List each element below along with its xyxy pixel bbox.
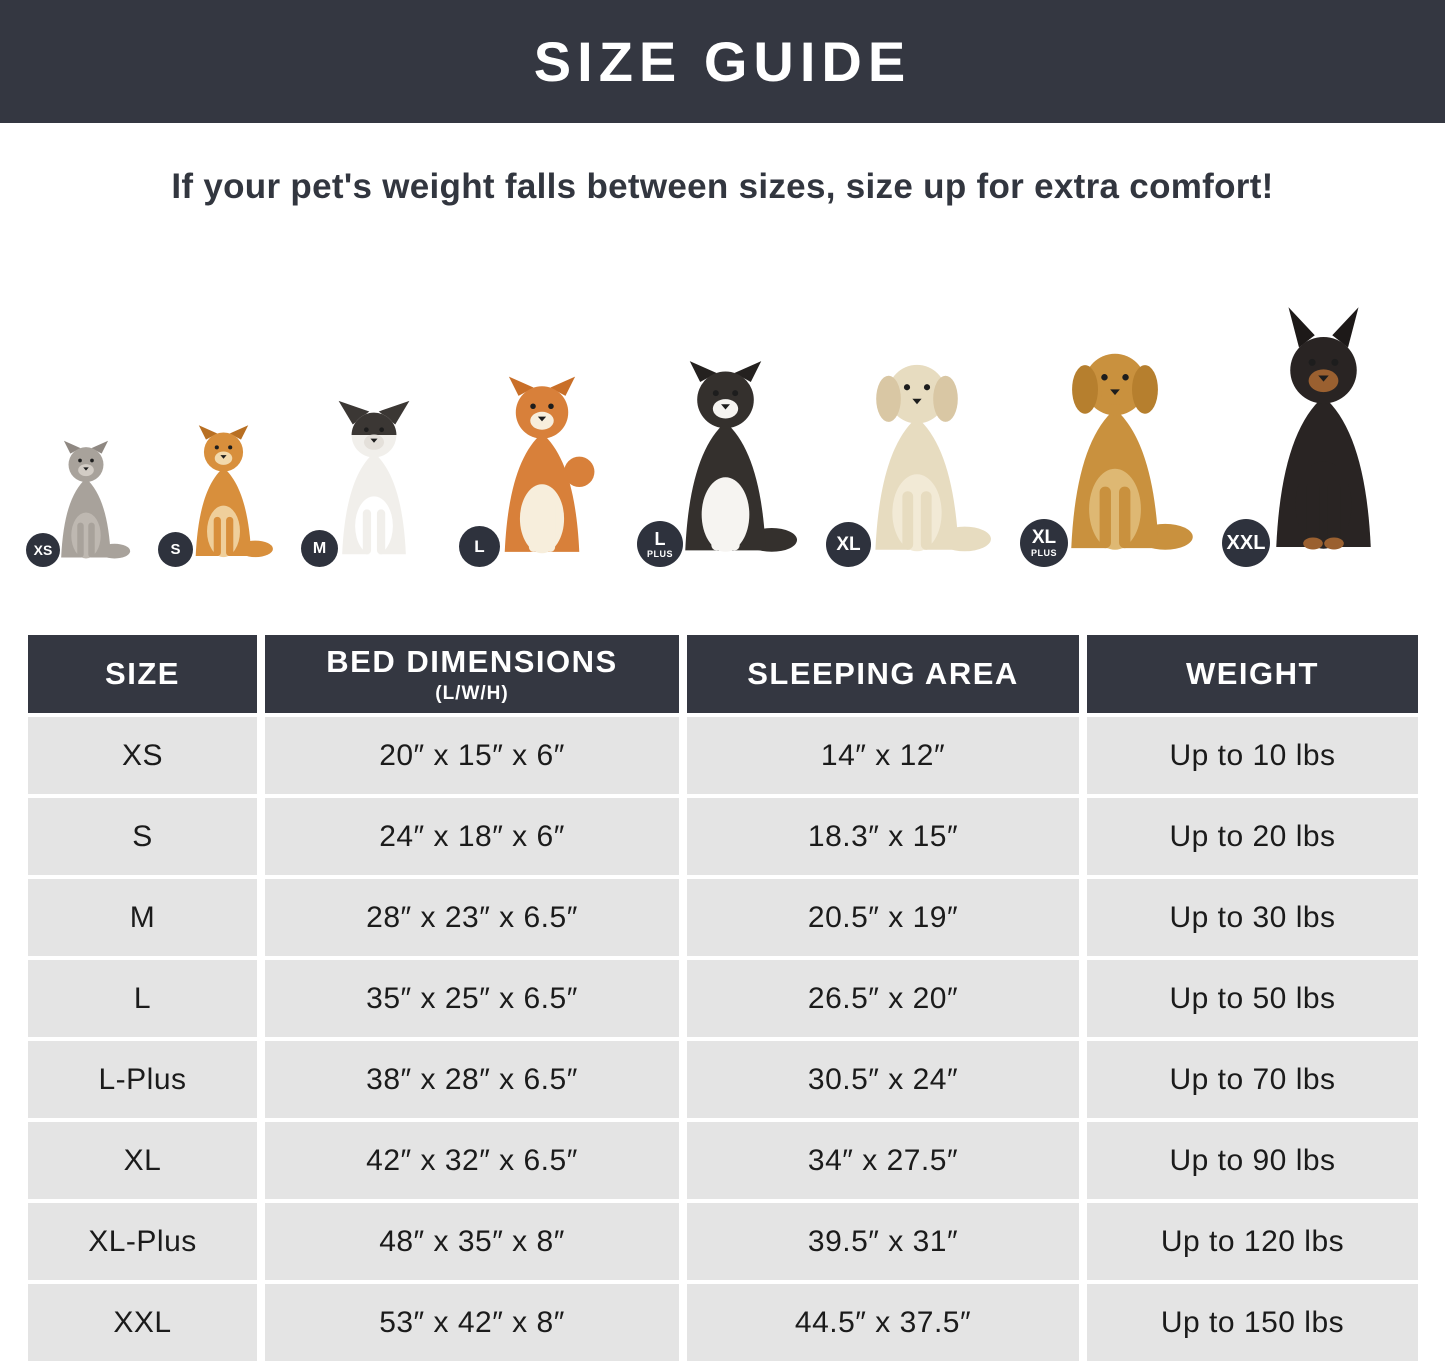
badge-label: XL [1031,527,1057,548]
labrador-illustration [875,364,991,552]
table-cell: 35″ x 25″ x 6.5″ [265,960,679,1037]
border-collie-illustration [685,361,798,552]
size-label-cell: S [28,798,257,875]
size-badge-s: S [158,532,193,567]
badge-label: XXL [1226,532,1266,554]
table-cell: Up to 30 lbs [1087,879,1418,956]
pet-doberman: XXL [1222,287,1411,569]
table-cell: 14″ x 12″ [687,717,1079,794]
table-cell: 34″ x 27.5″ [687,1122,1079,1199]
table-cell: 30.5″ x 24″ [687,1041,1079,1118]
size-badge-l-plus: L PLUS [637,521,683,567]
pet-gray-cat: XS [26,421,132,569]
table-cell: Up to 70 lbs [1087,1041,1418,1118]
badge-label: XS [33,542,53,558]
column-header-size: SIZE [28,635,257,713]
size-label-cell: M [28,879,257,956]
table-cell: Up to 150 lbs [1087,1284,1418,1361]
pet-french-bulldog: M [301,379,433,569]
column-header-sublabel: (L/W/H) [435,682,509,704]
column-header-bed-dimensions: BED DIMENSIONS (L/W/H) [265,635,679,713]
table-cell: 42″ x 32″ x 6.5″ [265,1122,679,1199]
size-badge-xl: XL [826,522,871,567]
badge-sublabel: PLUS [646,548,673,559]
column-header-label: WEIGHT [1186,656,1319,691]
size-label-cell: XL [28,1122,257,1199]
column-header-label: SLEEPING AREA [747,656,1019,691]
pets-row: XS S M L L PLUS XL XL PLUS XXL [26,277,1411,569]
table-cell: 20.5″ x 19″ [687,879,1079,956]
pet-pomeranian: S [158,403,275,569]
table-cell: 26.5″ x 20″ [687,960,1079,1037]
badge-label: L [654,528,666,549]
page-title: SIZE GUIDE [533,30,912,93]
size-badge-m: M [301,530,338,567]
badge-label: L [474,537,485,556]
table-cell: 20″ x 15″ x 6″ [265,717,679,794]
table-cell: 24″ x 18″ x 6″ [265,798,679,875]
table-cell: 38″ x 28″ x 6.5″ [265,1041,679,1118]
pet-labrador: XL [826,321,994,569]
table-cell: 53″ x 42″ x 8″ [265,1284,679,1361]
shiba-inu-illustration [504,376,595,554]
size-badge-xxl: XXL [1222,519,1270,567]
table-cell: 28″ x 23″ x 6.5″ [265,879,679,956]
subtitle: If your pet's weight falls between sizes… [171,167,1274,206]
size-label-cell: XS [28,717,257,794]
table-cell: Up to 10 lbs [1087,717,1418,794]
column-header-weight: WEIGHT [1087,635,1418,713]
table-cell: 18.3″ x 15″ [687,798,1079,875]
pomeranian-illustration [195,425,273,558]
pet-shiba-inu: L [459,347,611,569]
size-badge-l: L [459,526,500,567]
size-badge-xl-plus: XL PLUS [1020,519,1068,567]
table-cell: Up to 20 lbs [1087,798,1418,875]
size-badge-xs: XS [26,533,60,567]
size-label-cell: L [28,960,257,1037]
badge-label: S [170,541,181,558]
french-bulldog-illustration [338,400,410,556]
size-label-cell: XXL [28,1284,257,1361]
table-cell: Up to 120 lbs [1087,1203,1418,1280]
size-label-cell: L-Plus [28,1041,257,1118]
pet-golden-retriever: XL PLUS [1020,307,1196,569]
table-cell: 44.5″ x 37.5″ [687,1284,1079,1361]
size-table: SIZE BED DIMENSIONS (L/W/H) SLEEPING AREA WE… [28,635,1418,1361]
column-header-label: SIZE [105,656,180,691]
table-cell: 48″ x 35″ x 8″ [265,1203,679,1280]
golden-retriever-illustration [1071,353,1193,550]
table-cell: Up to 90 lbs [1087,1122,1418,1199]
table-cell: 39.5″ x 31″ [687,1203,1079,1280]
pet-border-collie: L PLUS [637,329,800,569]
header-bar: SIZE GUIDE [0,0,1445,123]
badge-sublabel: PLUS [1030,548,1057,558]
table-cell: Up to 50 lbs [1087,960,1418,1037]
gray-cat-illustration [61,440,131,559]
column-header-sleeping-area: SLEEPING AREA [687,635,1079,713]
doberman-illustration [1276,307,1371,550]
size-label-cell: XL-Plus [28,1203,257,1280]
badge-label: XL [836,534,861,555]
badge-label: M [312,539,327,557]
column-header-label: BED DIMENSIONS [326,643,618,679]
